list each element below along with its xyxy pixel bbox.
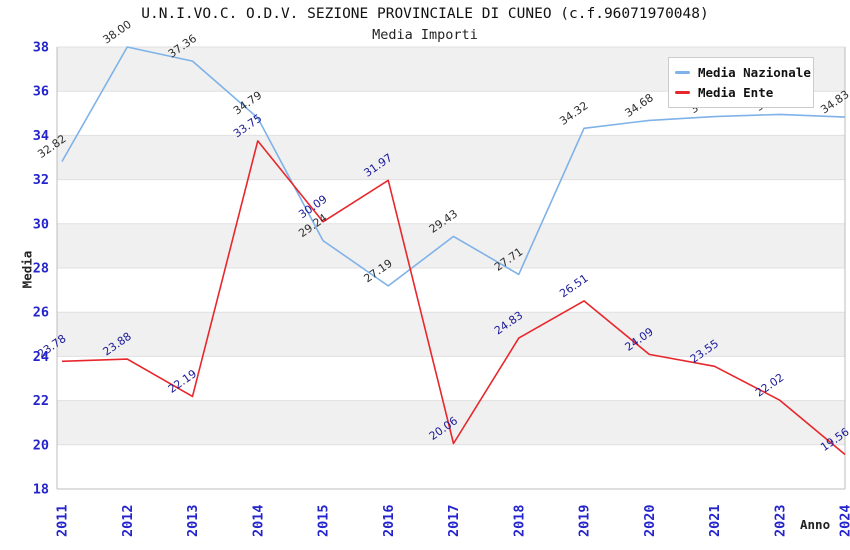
x-tick-label: 2020 [642, 504, 658, 537]
legend-label-nazionale: Media Nazionale [698, 65, 811, 80]
y-tick-label: 22 [33, 393, 49, 409]
x-tick-label: 2016 [381, 504, 397, 537]
plot-band [57, 400, 845, 445]
plot-band [57, 135, 845, 180]
x-tick-label: 2024 [838, 504, 850, 537]
y-tick-label: 36 [33, 84, 49, 100]
x-tick-label: 2018 [511, 504, 527, 537]
y-tick-label: 30 [33, 216, 49, 232]
x-tick-label: 2017 [446, 504, 462, 537]
legend-item-media-nazionale: Media Nazionale [675, 65, 811, 80]
y-axis-title: Media [19, 250, 35, 289]
legend-label-ente: Media Ente [698, 85, 774, 100]
y-tick-label: 34 [33, 128, 49, 144]
x-axis-title: Anno [800, 517, 831, 532]
y-tick-label: 28 [33, 261, 49, 277]
plot-band [57, 268, 845, 313]
plot-band [57, 223, 845, 268]
x-tick-label: 2023 [772, 504, 788, 537]
series-line-media-ente [61, 140, 846, 456]
plot-band [57, 179, 845, 224]
x-tick-label: 2019 [577, 504, 593, 537]
plot-band [57, 312, 845, 357]
legend-swatch-nazionale-icon [675, 71, 690, 74]
x-tick-label: 2011 [55, 504, 71, 537]
series-line-media-nazionale [61, 46, 846, 287]
x-tick-label: 2015 [316, 504, 332, 537]
x-tick-label: 2012 [120, 504, 136, 537]
y-tick-label: 18 [33, 482, 49, 498]
x-tick-label: 2013 [185, 504, 201, 537]
y-tick-label: 32 [33, 172, 49, 188]
legend-swatch-ente-icon [675, 91, 690, 94]
y-tick-label: 24 [33, 349, 49, 365]
chart-title: U.N.I.VO.C. O.D.V. SEZIONE PROVINCIALE D… [141, 6, 709, 22]
legend: Media Nazionale Media Ente [668, 57, 814, 108]
legend-item-media-ente: Media Ente [675, 85, 805, 100]
chart-subtitle: Media Importi [372, 27, 478, 43]
x-tick-label: 2021 [707, 504, 723, 537]
plot-band [57, 444, 845, 489]
x-tick-label: 2014 [250, 504, 266, 537]
y-tick-label: 20 [33, 437, 49, 453]
y-tick-label: 38 [33, 40, 49, 56]
data-label: 38.00 [101, 18, 134, 47]
y-tick-label: 26 [33, 305, 49, 321]
